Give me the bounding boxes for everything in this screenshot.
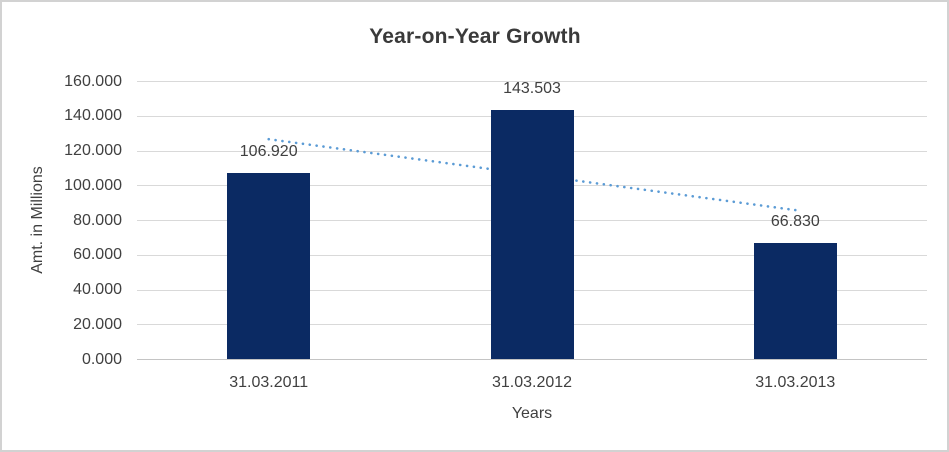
- bar-31.03.2013: [753, 242, 837, 359]
- data-label: 66.830: [770, 212, 820, 230]
- x-tick-label: 31.03.2012: [491, 374, 573, 391]
- x-tick-label: 31.03.2013: [755, 374, 836, 391]
- y-tick-label: 100.000: [64, 176, 122, 194]
- x-axis-line: [137, 359, 927, 360]
- y-tick-label: 20.000: [73, 315, 122, 333]
- y-tick-label: 60.000: [73, 246, 122, 264]
- y-tick-label: 140.000: [64, 107, 122, 125]
- bar-31.03.2011: [227, 173, 311, 359]
- x-tick-label: 31.03.2011: [229, 374, 309, 391]
- bar-31.03.2012: [490, 109, 574, 359]
- y-tick-label: 160.000: [64, 72, 122, 90]
- y-tick-label: 120.000: [64, 142, 122, 159]
- y-tick-label: 80.000: [73, 211, 122, 229]
- gridline: [137, 81, 927, 82]
- y-tick-label: 40.000: [73, 281, 122, 298]
- y-tick-label: 0.000: [81, 350, 122, 368]
- plot-area: [137, 81, 927, 360]
- chart-title: Year-on-Year Growth: [369, 25, 581, 48]
- trendline-dotted: [267, 137, 797, 212]
- data-label: 143.503: [503, 79, 561, 97]
- data-label: 106.920: [239, 143, 298, 161]
- x-axis-title: Years: [511, 405, 553, 422]
